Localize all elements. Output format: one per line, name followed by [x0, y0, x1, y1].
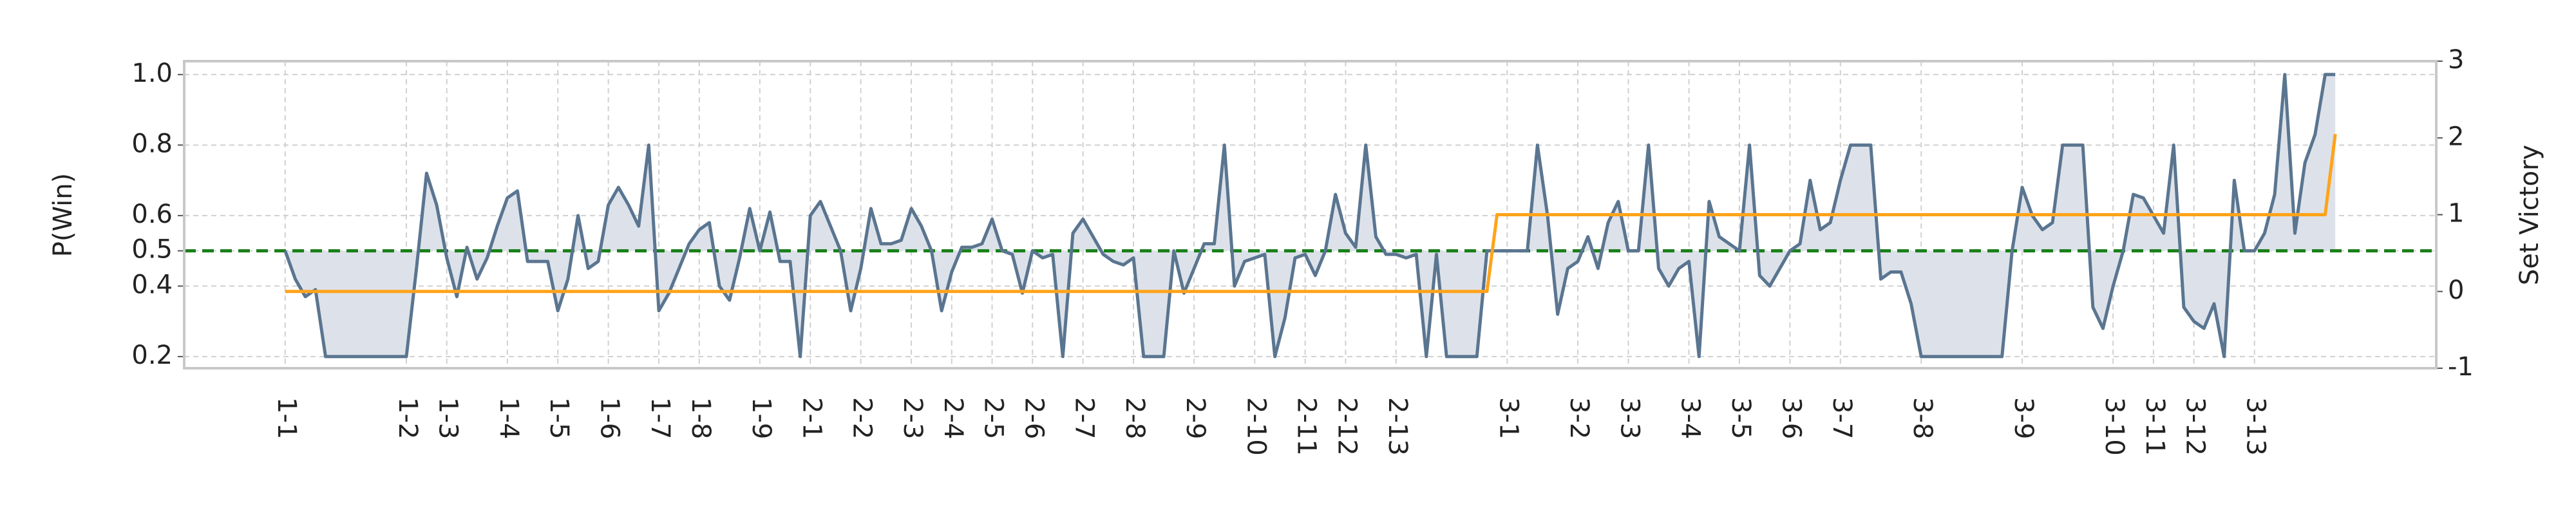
x-tick-label: 2-9 — [1180, 397, 1210, 439]
x-tick-label: 2-4 — [938, 397, 968, 439]
x-tick-label: 3-11 — [2140, 397, 2170, 456]
x-tick-label: 1-2 — [393, 397, 422, 439]
x-tick-label: 1-4 — [494, 397, 524, 439]
x-tick-label: 2-5 — [979, 397, 1009, 439]
x-tick-label: 1-8 — [686, 397, 715, 439]
y-tick-label: 0.5 — [131, 235, 173, 265]
plot-frame — [183, 60, 2438, 370]
y2-tick-label: 0 — [2448, 276, 2464, 305]
x-tick-label: 1-3 — [433, 397, 463, 439]
x-tick-label: 2-2 — [848, 397, 877, 439]
x-tick-label: 2-13 — [1383, 397, 1412, 456]
x-tick-label: 2-6 — [1019, 397, 1048, 439]
y2-tick-label: 2 — [2448, 122, 2464, 151]
x-tick-label: 3-12 — [2181, 397, 2210, 456]
y2-tick-label: -1 — [2448, 352, 2474, 382]
x-tick-label: 3-13 — [2241, 397, 2271, 456]
x-tick-label: 3-10 — [2099, 397, 2129, 456]
y-tick-label: 0.8 — [131, 129, 173, 158]
x-tick-label: 2-3 — [898, 397, 927, 439]
series-line — [283, 73, 2336, 359]
x-tick-label: 1-9 — [746, 397, 776, 439]
x-tick-label: 3-4 — [1676, 397, 1705, 439]
x-tick-label: 3-7 — [1827, 397, 1857, 439]
x-tick-label: 1-1 — [272, 397, 301, 439]
area-fill — [285, 74, 2336, 357]
x-tick-label: 1-5 — [544, 397, 574, 439]
x-tick-label: 3-1 — [1493, 397, 1523, 439]
y-tick-label: 1.0 — [131, 59, 173, 88]
x-tick-label: 3-8 — [1908, 397, 1937, 439]
y-axis-title: P(Win) — [48, 173, 78, 257]
x-tick-label: 2-8 — [1120, 397, 1150, 439]
y2-tick-label: 1 — [2448, 199, 2464, 229]
y-tick-label: 0.6 — [131, 200, 173, 229]
x-tick-label: 1-6 — [595, 397, 625, 439]
x-tick-label: 3-6 — [1776, 397, 1806, 439]
y-tick-label: 0.4 — [131, 270, 173, 299]
y2-axis-title: Set Victory — [2515, 145, 2544, 285]
x-tick-label: 3-3 — [1615, 397, 1644, 439]
x-tick-label: 3-5 — [1726, 397, 1756, 439]
x-tick-label: 2-1 — [797, 397, 826, 439]
x-tick-label: 3-2 — [1564, 397, 1594, 439]
x-tick-label: 2-11 — [1292, 397, 1321, 456]
series-line — [285, 133, 2337, 294]
x-tick-label: 2-7 — [1070, 397, 1099, 439]
y-tick-label: 0.2 — [131, 341, 173, 370]
x-tick-label: 3-9 — [2009, 397, 2038, 439]
x-tick-label: 2-12 — [1332, 397, 1361, 456]
x-tick-label: 2-10 — [1241, 397, 1271, 456]
x-tick-label: 1-7 — [645, 397, 675, 439]
y2-tick-label: 3 — [2448, 45, 2464, 75]
